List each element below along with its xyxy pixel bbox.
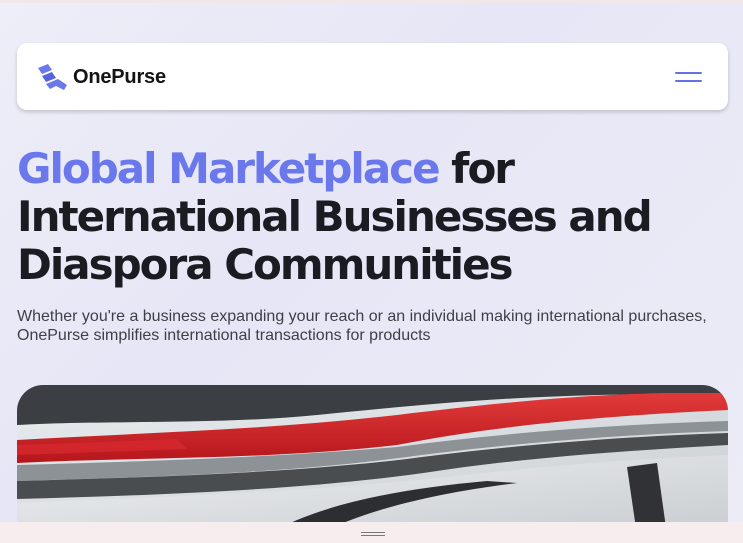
- top-strip: [0, 0, 743, 3]
- car-photo-image: [17, 385, 728, 535]
- logo[interactable]: OnePurse: [36, 60, 166, 94]
- onepurse-logo-icon: [38, 64, 67, 90]
- headline-part-2: International Businesses and: [17, 192, 653, 241]
- headline-part-3: Diaspora Communities: [17, 240, 514, 289]
- page-title: Global Marketplace for International Busi…: [17, 145, 717, 289]
- navbar: OnePurse: [17, 43, 728, 110]
- headline-part-1: for: [438, 144, 515, 193]
- headline-accent: Global Marketplace: [17, 144, 441, 193]
- hamburger-menu-icon[interactable]: [672, 67, 704, 87]
- drag-handle-icon[interactable]: [361, 530, 385, 538]
- hero-image: [17, 385, 728, 535]
- hero-subtitle: Whether you're a business expanding your…: [17, 308, 707, 344]
- brand-name: OnePurse: [73, 65, 166, 88]
- bottom-bar: [0, 522, 743, 543]
